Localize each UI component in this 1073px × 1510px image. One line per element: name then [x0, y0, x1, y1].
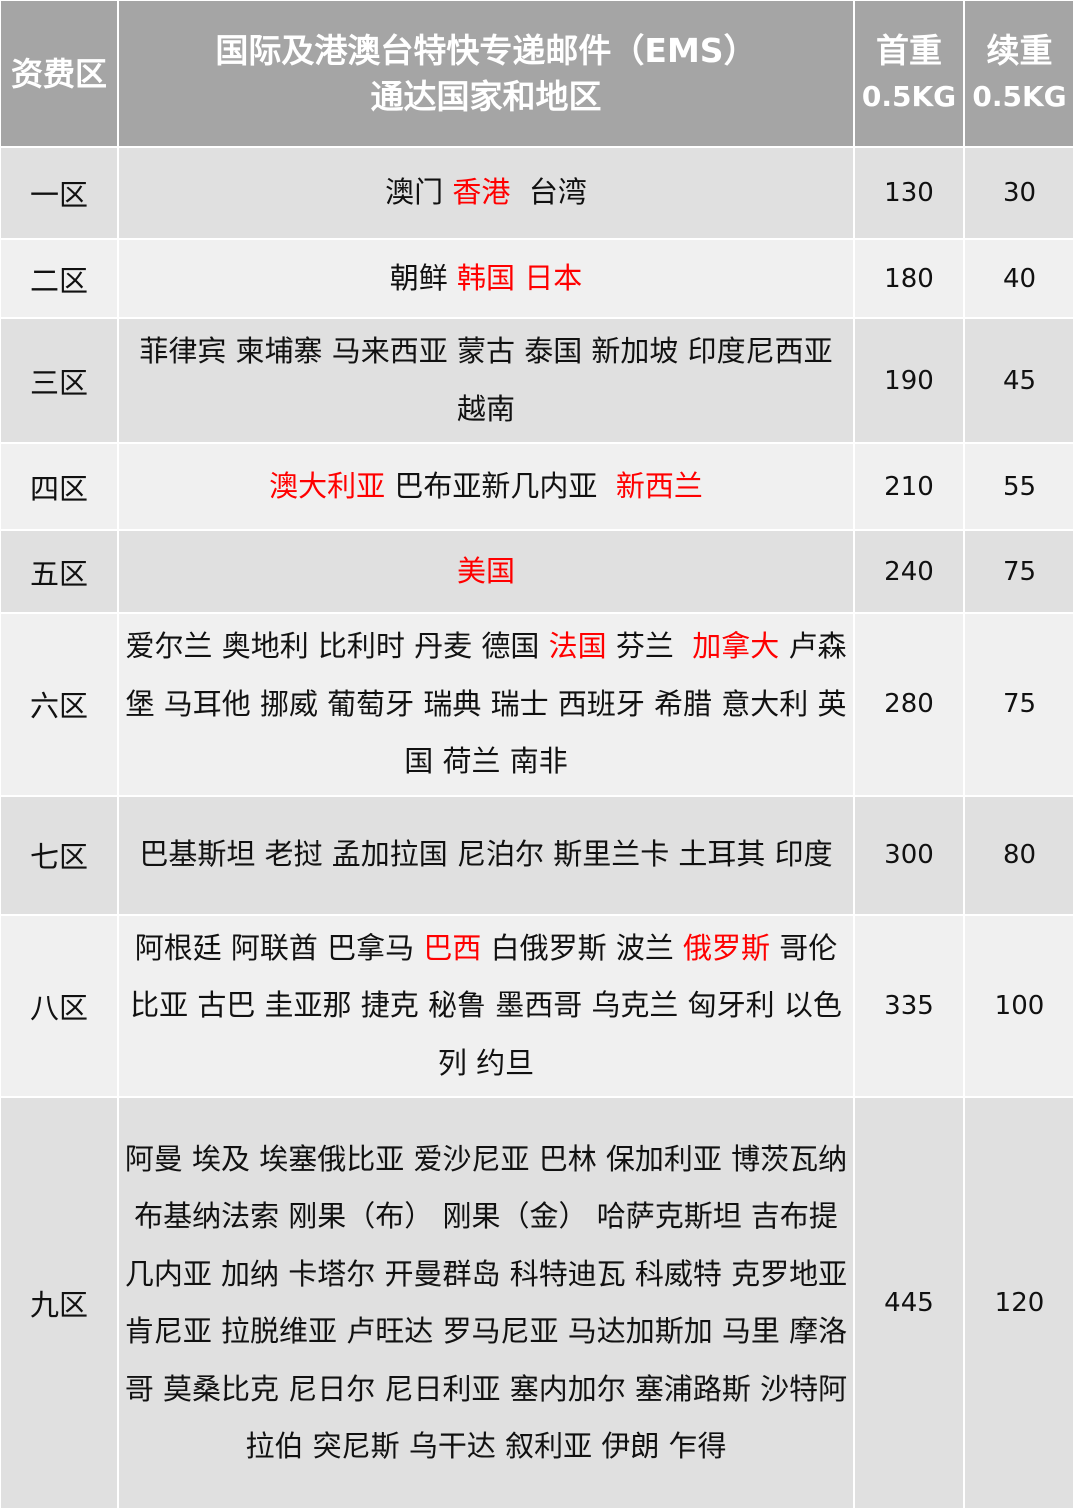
highlighted-region-text: 韩国 日本: [457, 260, 583, 295]
regions-cell: 澳大利亚 巴布亚新几内亚 新西兰: [119, 444, 853, 529]
first-weight-unit: 0.5KG: [861, 79, 957, 113]
first-weight-price: 280: [855, 614, 963, 795]
zone-cell: 四区: [1, 444, 117, 529]
extra-weight-price: 40: [965, 240, 1073, 317]
region-text: 阿曼 埃及 埃塞俄比亚 爱沙尼亚 巴林 保加利亚 博茨瓦纳 布基纳法索 刚果（布…: [124, 1141, 857, 1464]
table-row: 五区 美国 240 75: [1, 531, 1073, 612]
zone-cell: 五区: [1, 531, 117, 612]
zone-cell: 二区: [1, 240, 117, 317]
first-weight-price: 180: [855, 240, 963, 317]
extra-weight-price: 30: [965, 148, 1073, 238]
extra-weight-price: 120: [965, 1098, 1073, 1508]
header-zone: 资费区: [1, 1, 117, 146]
zone-cell: 三区: [1, 319, 117, 442]
extra-weight-unit: 0.5KG: [972, 79, 1067, 113]
highlighted-region-text: 法国: [548, 629, 607, 663]
first-weight-price: 240: [855, 531, 963, 612]
zone-cell: 九区: [1, 1098, 117, 1508]
region-text: 朝鲜: [389, 260, 457, 295]
region-text: 巴布亚新几内亚: [385, 468, 616, 503]
highlighted-region-text: 美国: [456, 553, 515, 588]
extra-weight-label: 续重: [986, 30, 1053, 70]
header-extra-weight: 续重 0.5KG: [965, 1, 1073, 146]
first-weight-price: 335: [855, 915, 963, 1096]
zone-cell: 七区: [1, 796, 117, 914]
extra-weight-price: 75: [965, 531, 1073, 612]
regions-cell: 阿根廷 阿联酋 巴拿马 巴西 白俄罗斯 波兰 俄罗斯 哥伦比亚 古巴 圭亚那 捷…: [119, 915, 853, 1096]
header-row: 资费区 国际及港澳台特快专递邮件（EMS） 通达国家和地区 首重 0.5KG 续…: [1, 1, 1073, 146]
header-regions: 国际及港澳台特快专递邮件（EMS） 通达国家和地区: [119, 1, 853, 146]
zone-cell: 八区: [1, 915, 117, 1096]
first-weight-price: 445: [855, 1098, 963, 1508]
region-text: 菲律宾 柬埔寨 马来西亚 蒙古 泰国 新加坡 印度尼西亚 越南: [139, 334, 842, 426]
table-row: 四区 澳大利亚 巴布亚新几内亚 新西兰 210 55: [1, 444, 1073, 529]
regions-cell: 阿曼 埃及 埃塞俄比亚 爱沙尼亚 巴林 保加利亚 博茨瓦纳 布基纳法索 刚果（布…: [119, 1098, 853, 1508]
first-weight-price: 300: [855, 796, 963, 914]
region-text: 白俄罗斯 波兰: [481, 930, 684, 965]
regions-cell: 菲律宾 柬埔寨 马来西亚 蒙古 泰国 新加坡 印度尼西亚 越南: [119, 319, 853, 442]
region-text: 爱尔兰 奥地利 比利时 丹麦 德国: [125, 629, 549, 663]
highlighted-region-text: 香港: [452, 175, 511, 210]
first-weight-price: 190: [855, 319, 963, 442]
header-regions-line2: 通达国家和地区: [370, 76, 602, 116]
zone-cell: 六区: [1, 614, 117, 795]
table-row: 一区 澳门 香港 台湾 130 30: [1, 148, 1073, 238]
highlighted-region-text: 巴西: [423, 930, 482, 965]
region-text: 澳门: [385, 175, 453, 210]
first-weight-price: 210: [855, 444, 963, 529]
highlighted-region-text: 俄罗斯: [683, 930, 771, 965]
table-row: 八区 阿根廷 阿联酋 巴拿马 巴西 白俄罗斯 波兰 俄罗斯 哥伦比亚 古巴 圭亚那…: [1, 915, 1073, 1096]
table-row: 三区 菲律宾 柬埔寨 马来西亚 蒙古 泰国 新加坡 印度尼西亚 越南 190 45: [1, 319, 1073, 442]
highlighted-region-text: 新西兰: [615, 468, 703, 503]
region-text: 芬兰: [606, 629, 693, 663]
highlighted-region-text: 加拿大: [692, 629, 780, 663]
region-text: 哥伦比亚 古巴 圭亚那 捷克 秘鲁 墨西哥 乌克兰 匈牙利 以色列 约旦: [130, 930, 842, 1080]
zone-cell: 一区: [1, 148, 117, 238]
regions-cell: 澳门 香港 台湾: [119, 148, 853, 238]
highlighted-region-text: 澳大利亚: [269, 468, 386, 503]
regions-cell: 美国: [119, 531, 853, 612]
regions-cell: 朝鲜 韩国 日本: [119, 240, 853, 317]
table-row: 七区 巴基斯坦 老挝 孟加拉国 尼泊尔 斯里兰卡 土耳其 印度 300 80: [1, 796, 1073, 914]
table-row: 六区 爱尔兰 奥地利 比利时 丹麦 德国 法国 芬兰 加拿大 卢森堡 马耳他 挪威…: [1, 614, 1073, 795]
regions-cell: 爱尔兰 奥地利 比利时 丹麦 德国 法国 芬兰 加拿大 卢森堡 马耳他 挪威 葡…: [119, 614, 853, 795]
region-text: 阿根廷 阿联酋 巴拿马: [134, 930, 424, 965]
region-text: 台湾: [510, 175, 587, 210]
extra-weight-price: 75: [965, 614, 1073, 795]
regions-cell: 巴基斯坦 老挝 孟加拉国 尼泊尔 斯里兰卡 土耳其 印度: [119, 796, 853, 914]
region-text: 巴基斯坦 老挝 孟加拉国 尼泊尔 斯里兰卡 土耳其 印度: [139, 837, 833, 872]
header-regions-line1: 国际及港澳台特快专递邮件（EMS）: [215, 30, 757, 70]
header-first-weight: 首重 0.5KG: [855, 1, 963, 146]
extra-weight-price: 100: [965, 915, 1073, 1096]
table-row: 二区 朝鲜 韩国 日本 180 40: [1, 240, 1073, 317]
region-text: 卢森堡 马耳他 挪威 葡萄牙 瑞典 瑞士 西班牙 希腊 意大利 英国 荷兰 南非: [125, 629, 847, 778]
first-weight-label: 首重: [876, 30, 942, 70]
first-weight-price: 130: [855, 148, 963, 238]
extra-weight-price: 55: [965, 444, 1073, 529]
table-row: 九区 阿曼 埃及 埃塞俄比亚 爱沙尼亚 巴林 保加利亚 博茨瓦纳 布基纳法索 刚果…: [1, 1098, 1073, 1508]
extra-weight-price: 80: [965, 796, 1073, 914]
extra-weight-price: 45: [965, 319, 1073, 442]
